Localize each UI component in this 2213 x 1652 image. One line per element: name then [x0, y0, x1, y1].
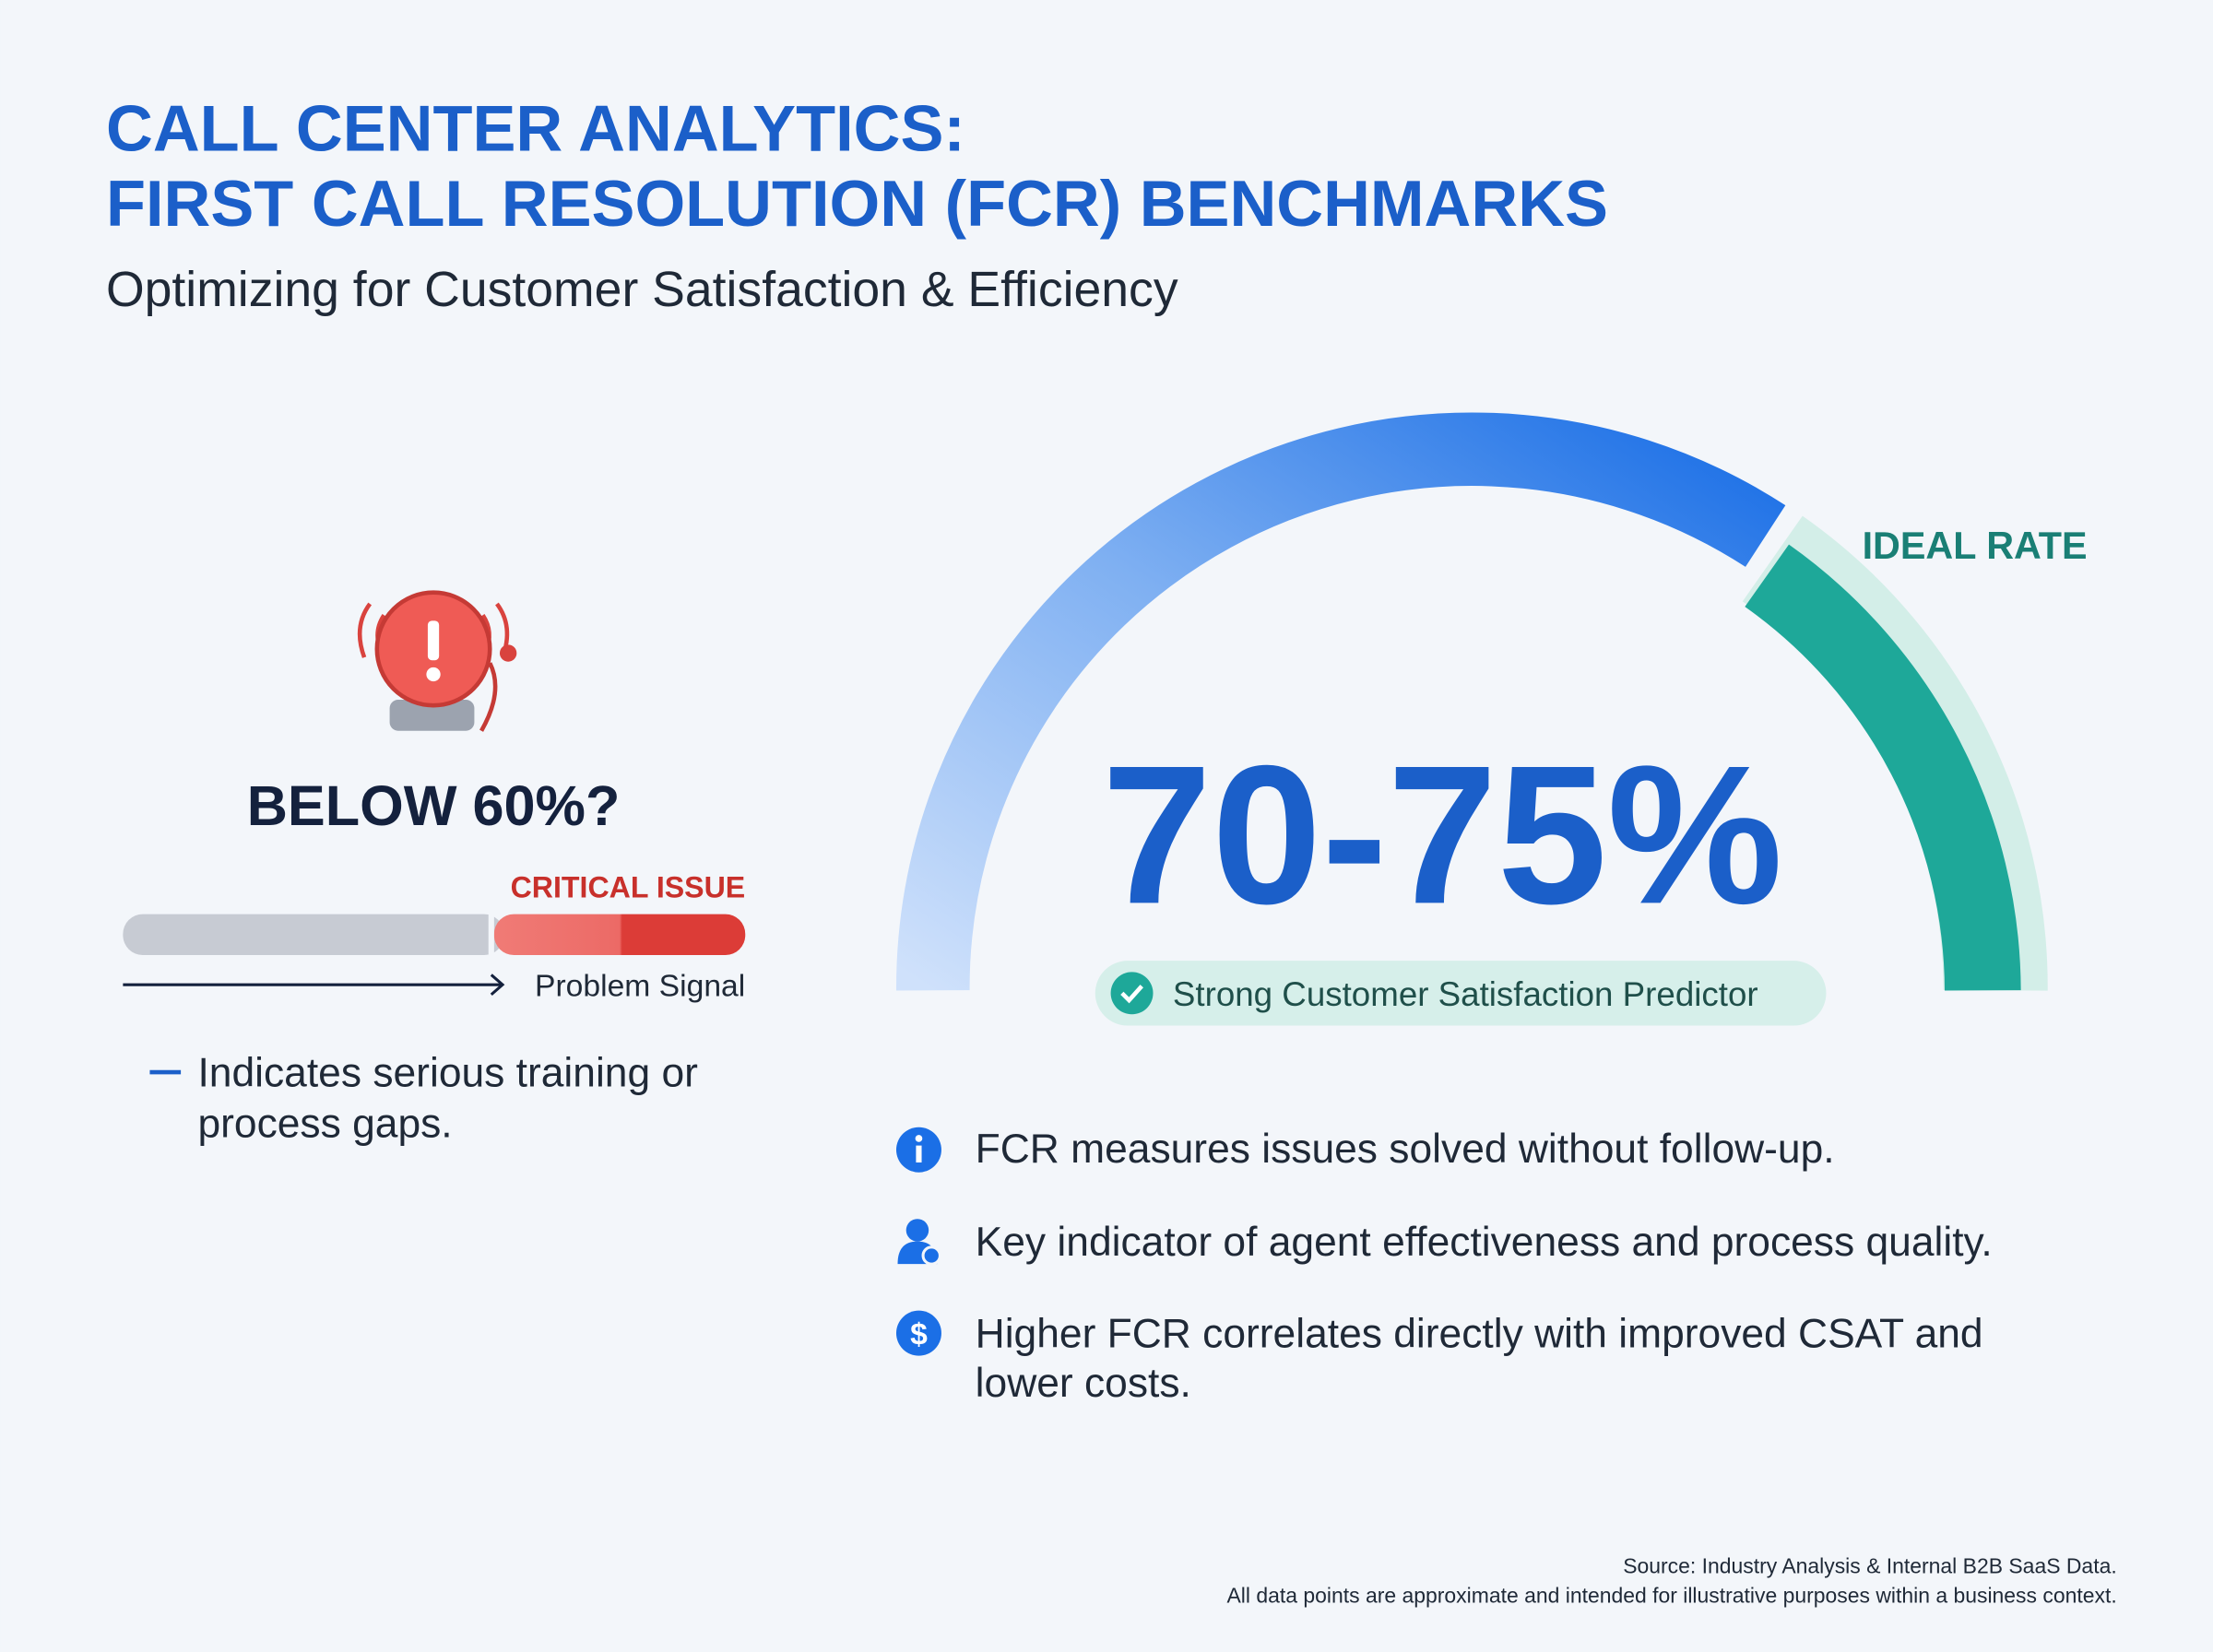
gauge-arc — [895, 412, 1786, 991]
gauge-ideal-arc — [1745, 544, 2021, 991]
bar-critical — [493, 914, 746, 956]
badge-text: Strong Customer Satisfaction Predictor — [1173, 975, 1758, 1013]
note-line: Indicates serious training or — [197, 1050, 698, 1095]
title-line: FIRST CALL RESOLUTION (FCR) BENCHMARKS — [106, 167, 1608, 240]
check-mark — [1120, 985, 1143, 1004]
warning-heading: BELOW 60%? — [247, 774, 621, 837]
zone-label: IDEAL RATE — [1863, 525, 2088, 567]
bar-divider — [488, 911, 494, 959]
point-line: Higher FCR correlates directly with impr… — [976, 1311, 1983, 1356]
check-icon — [1110, 972, 1154, 1015]
info-icon — [895, 1127, 941, 1173]
badge — [1095, 961, 1827, 1026]
bar-track — [123, 914, 504, 956]
point-line: Key indicator of agent effectiveness and… — [976, 1220, 1993, 1265]
point-line: FCR measures issues solved without follo… — [976, 1127, 1835, 1172]
svg-text:$: $ — [910, 1317, 928, 1351]
note-line: process gaps. — [197, 1101, 452, 1146]
footer-line: Source: Industry Analysis & Internal B2B… — [1623, 1553, 2117, 1577]
point-line: lower costs. — [976, 1361, 1191, 1406]
alarm-icon — [357, 590, 517, 732]
arrow-head — [490, 974, 505, 997]
bar-label: CRITICAL ISSUE — [511, 870, 746, 903]
footer-line: All data points are approximate and inte… — [1227, 1583, 2117, 1607]
dollar-icon: $ — [895, 1310, 941, 1356]
title-line: CALL CENTER ANALYTICS: — [106, 92, 965, 165]
user-icon — [897, 1219, 941, 1266]
headline: 70-75% — [1102, 725, 1782, 945]
arrow-label: Problem Signal — [535, 969, 745, 1003]
subtitle: Optimizing for Customer Satisfaction & E… — [106, 263, 1178, 317]
